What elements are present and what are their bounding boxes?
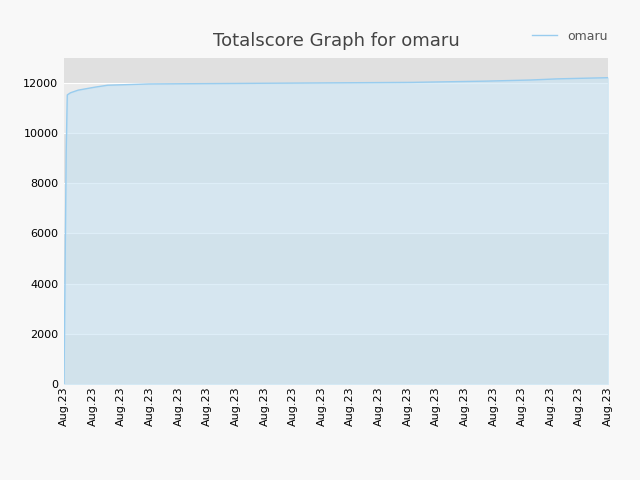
omaru (591, 75, 599, 81)
Line: omaru: omaru (64, 78, 608, 384)
omaru (506, 78, 514, 84)
Bar (64, 334, 608, 384)
Bar (64, 83, 608, 133)
Bar (64, 133, 608, 183)
omaru (60, 381, 68, 387)
Bar (64, 233, 608, 284)
omaru (355, 80, 362, 86)
omaru (384, 80, 392, 85)
omaru (604, 75, 612, 81)
Bar (64, 58, 608, 83)
omaru (322, 80, 330, 86)
omaru (319, 80, 326, 86)
Title: Totalscore Graph for omaru: Totalscore Graph for omaru (212, 33, 460, 50)
Legend: omaru: omaru (527, 24, 612, 48)
Bar (64, 183, 608, 233)
Bar (64, 284, 608, 334)
